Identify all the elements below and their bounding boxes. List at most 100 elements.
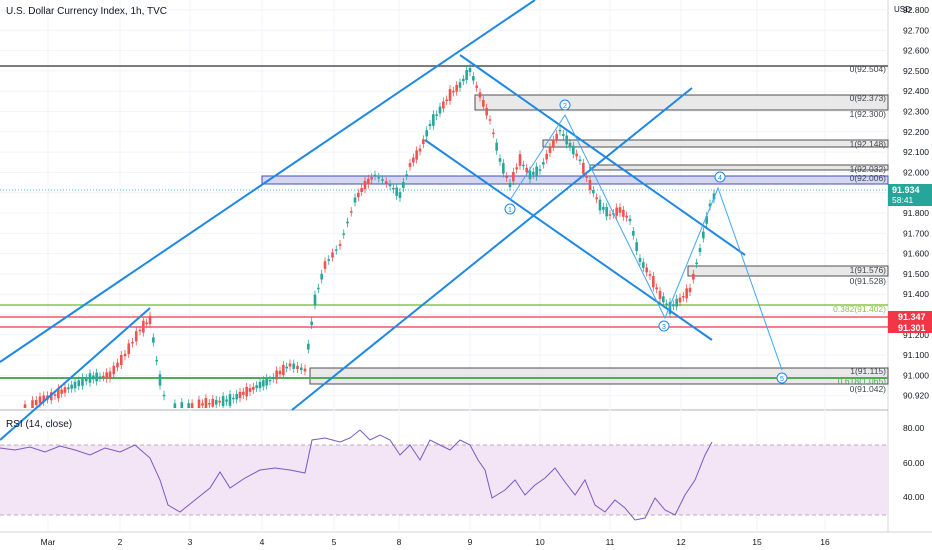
fib-label-block5-618: 0.618(1.065) [838, 376, 886, 386]
candle-body [225, 399, 228, 402]
candle-body [363, 180, 367, 190]
wave-marker-circle [714, 171, 726, 183]
candle-body [592, 190, 595, 194]
price-tick-label: 92.400 [903, 86, 929, 96]
candle-body [585, 175, 588, 178]
candle-body [327, 259, 331, 261]
candle-body [542, 162, 545, 165]
countdown-value: 58:41 [892, 195, 914, 205]
candle-body [77, 380, 81, 387]
price-tick-label: 91.800 [903, 208, 929, 218]
time-tick-label: 8 [397, 537, 402, 547]
candle-body [162, 394, 166, 397]
falling-channel-lower[interactable] [424, 139, 713, 341]
candle-body [278, 370, 282, 375]
candle-body [418, 148, 422, 152]
candle-body [323, 261, 327, 269]
candle-body [211, 398, 215, 407]
candle-body [201, 403, 204, 406]
rising-channel-lower-left[interactable] [0, 307, 151, 441]
candle-body [370, 177, 373, 180]
candle-body [662, 296, 665, 303]
candle-body [57, 388, 60, 399]
candle-body [615, 207, 618, 216]
rsi-tick-label: 40.00 [903, 492, 925, 502]
rsi-band [0, 445, 888, 515]
elliott-wave-path[interactable] [509, 113, 783, 371]
candle-body [282, 364, 285, 376]
candle-body [63, 387, 67, 393]
fib-label-block3-1: 1(92.032) [850, 164, 887, 174]
candle-body [204, 398, 208, 408]
fib-zone-92373[interactable] [474, 94, 889, 111]
candle-body [462, 78, 465, 82]
currency-label: USD [894, 5, 911, 14]
candle-body [145, 322, 148, 325]
candle-body [408, 163, 412, 167]
highlight-zone-92000[interactable] [261, 175, 889, 185]
candle-body [92, 375, 95, 380]
rsi-pane[interactable]: RSI (14, close) [0, 419, 888, 521]
candle-body [296, 365, 299, 370]
candle-body [522, 164, 525, 167]
candle-body [448, 89, 452, 101]
candle-body [88, 373, 92, 383]
candle-body [578, 159, 582, 161]
candle-body [119, 355, 123, 365]
candle-body [155, 359, 158, 362]
rising-channel-upper[interactable] [0, 0, 536, 363]
candle-body [682, 296, 685, 298]
candle-body [405, 174, 408, 176]
wave-markers: 1 2 3 4 5 [504, 99, 788, 384]
candle-body [438, 106, 442, 114]
fib-zone-92148[interactable] [542, 139, 889, 148]
rsi-tick-label: 60.00 [903, 458, 925, 468]
last-price-badge [888, 184, 932, 206]
fib-label-block4-1: 1(91.576) [850, 265, 887, 275]
candle-body [575, 153, 578, 157]
candle-body [475, 85, 478, 88]
time-tick-label: 15 [752, 537, 762, 547]
fib-label-block5-0: 0(91.042) [850, 384, 887, 394]
candle-body [562, 134, 565, 136]
time-tick-label: Mar [41, 537, 56, 547]
fib-zone-91115[interactable] [309, 367, 889, 385]
rising-channel-lower[interactable] [291, 87, 693, 411]
candle-body [412, 157, 415, 163]
wave-marker-circle [559, 99, 571, 111]
rsi-axis[interactable]: 80.00 60.00 40.00 [903, 423, 925, 502]
candle-body [102, 375, 105, 378]
candle-body [472, 76, 475, 81]
candle-body [180, 402, 184, 408]
candle-body [675, 298, 678, 307]
candle-body [525, 167, 528, 173]
candle-body [105, 372, 108, 379]
time-tick-label: 12 [676, 537, 686, 547]
candle-body [242, 391, 245, 395]
candle-body [702, 231, 705, 239]
candle-body [218, 400, 221, 403]
candle-body [112, 365, 116, 375]
candle-body [214, 399, 218, 405]
time-axis[interactable]: Mar 2 3 4 5 8 9 10 11 12 15 16 [41, 537, 830, 547]
candle-body [367, 178, 370, 185]
fib-zone-92032[interactable] [589, 164, 889, 171]
fib-zone-91576[interactable] [687, 265, 889, 277]
candle-body [338, 244, 342, 246]
candle-body [310, 321, 313, 326]
candle-body [38, 396, 42, 404]
candle-body [108, 371, 112, 379]
candle-body [455, 85, 458, 92]
candle-body [131, 341, 134, 344]
candle-body [353, 197, 357, 203]
candle-body [81, 377, 84, 386]
candle-body [678, 297, 682, 303]
falling-channel-upper[interactable] [459, 54, 746, 256]
candle-body [622, 209, 625, 217]
price-tick-label: 91.200 [903, 330, 929, 340]
candle-body [34, 399, 38, 406]
time-tick-label: 3 [188, 537, 193, 547]
candle-body [388, 183, 392, 187]
fib-label-block4-0: 0(91.528) [850, 276, 887, 286]
